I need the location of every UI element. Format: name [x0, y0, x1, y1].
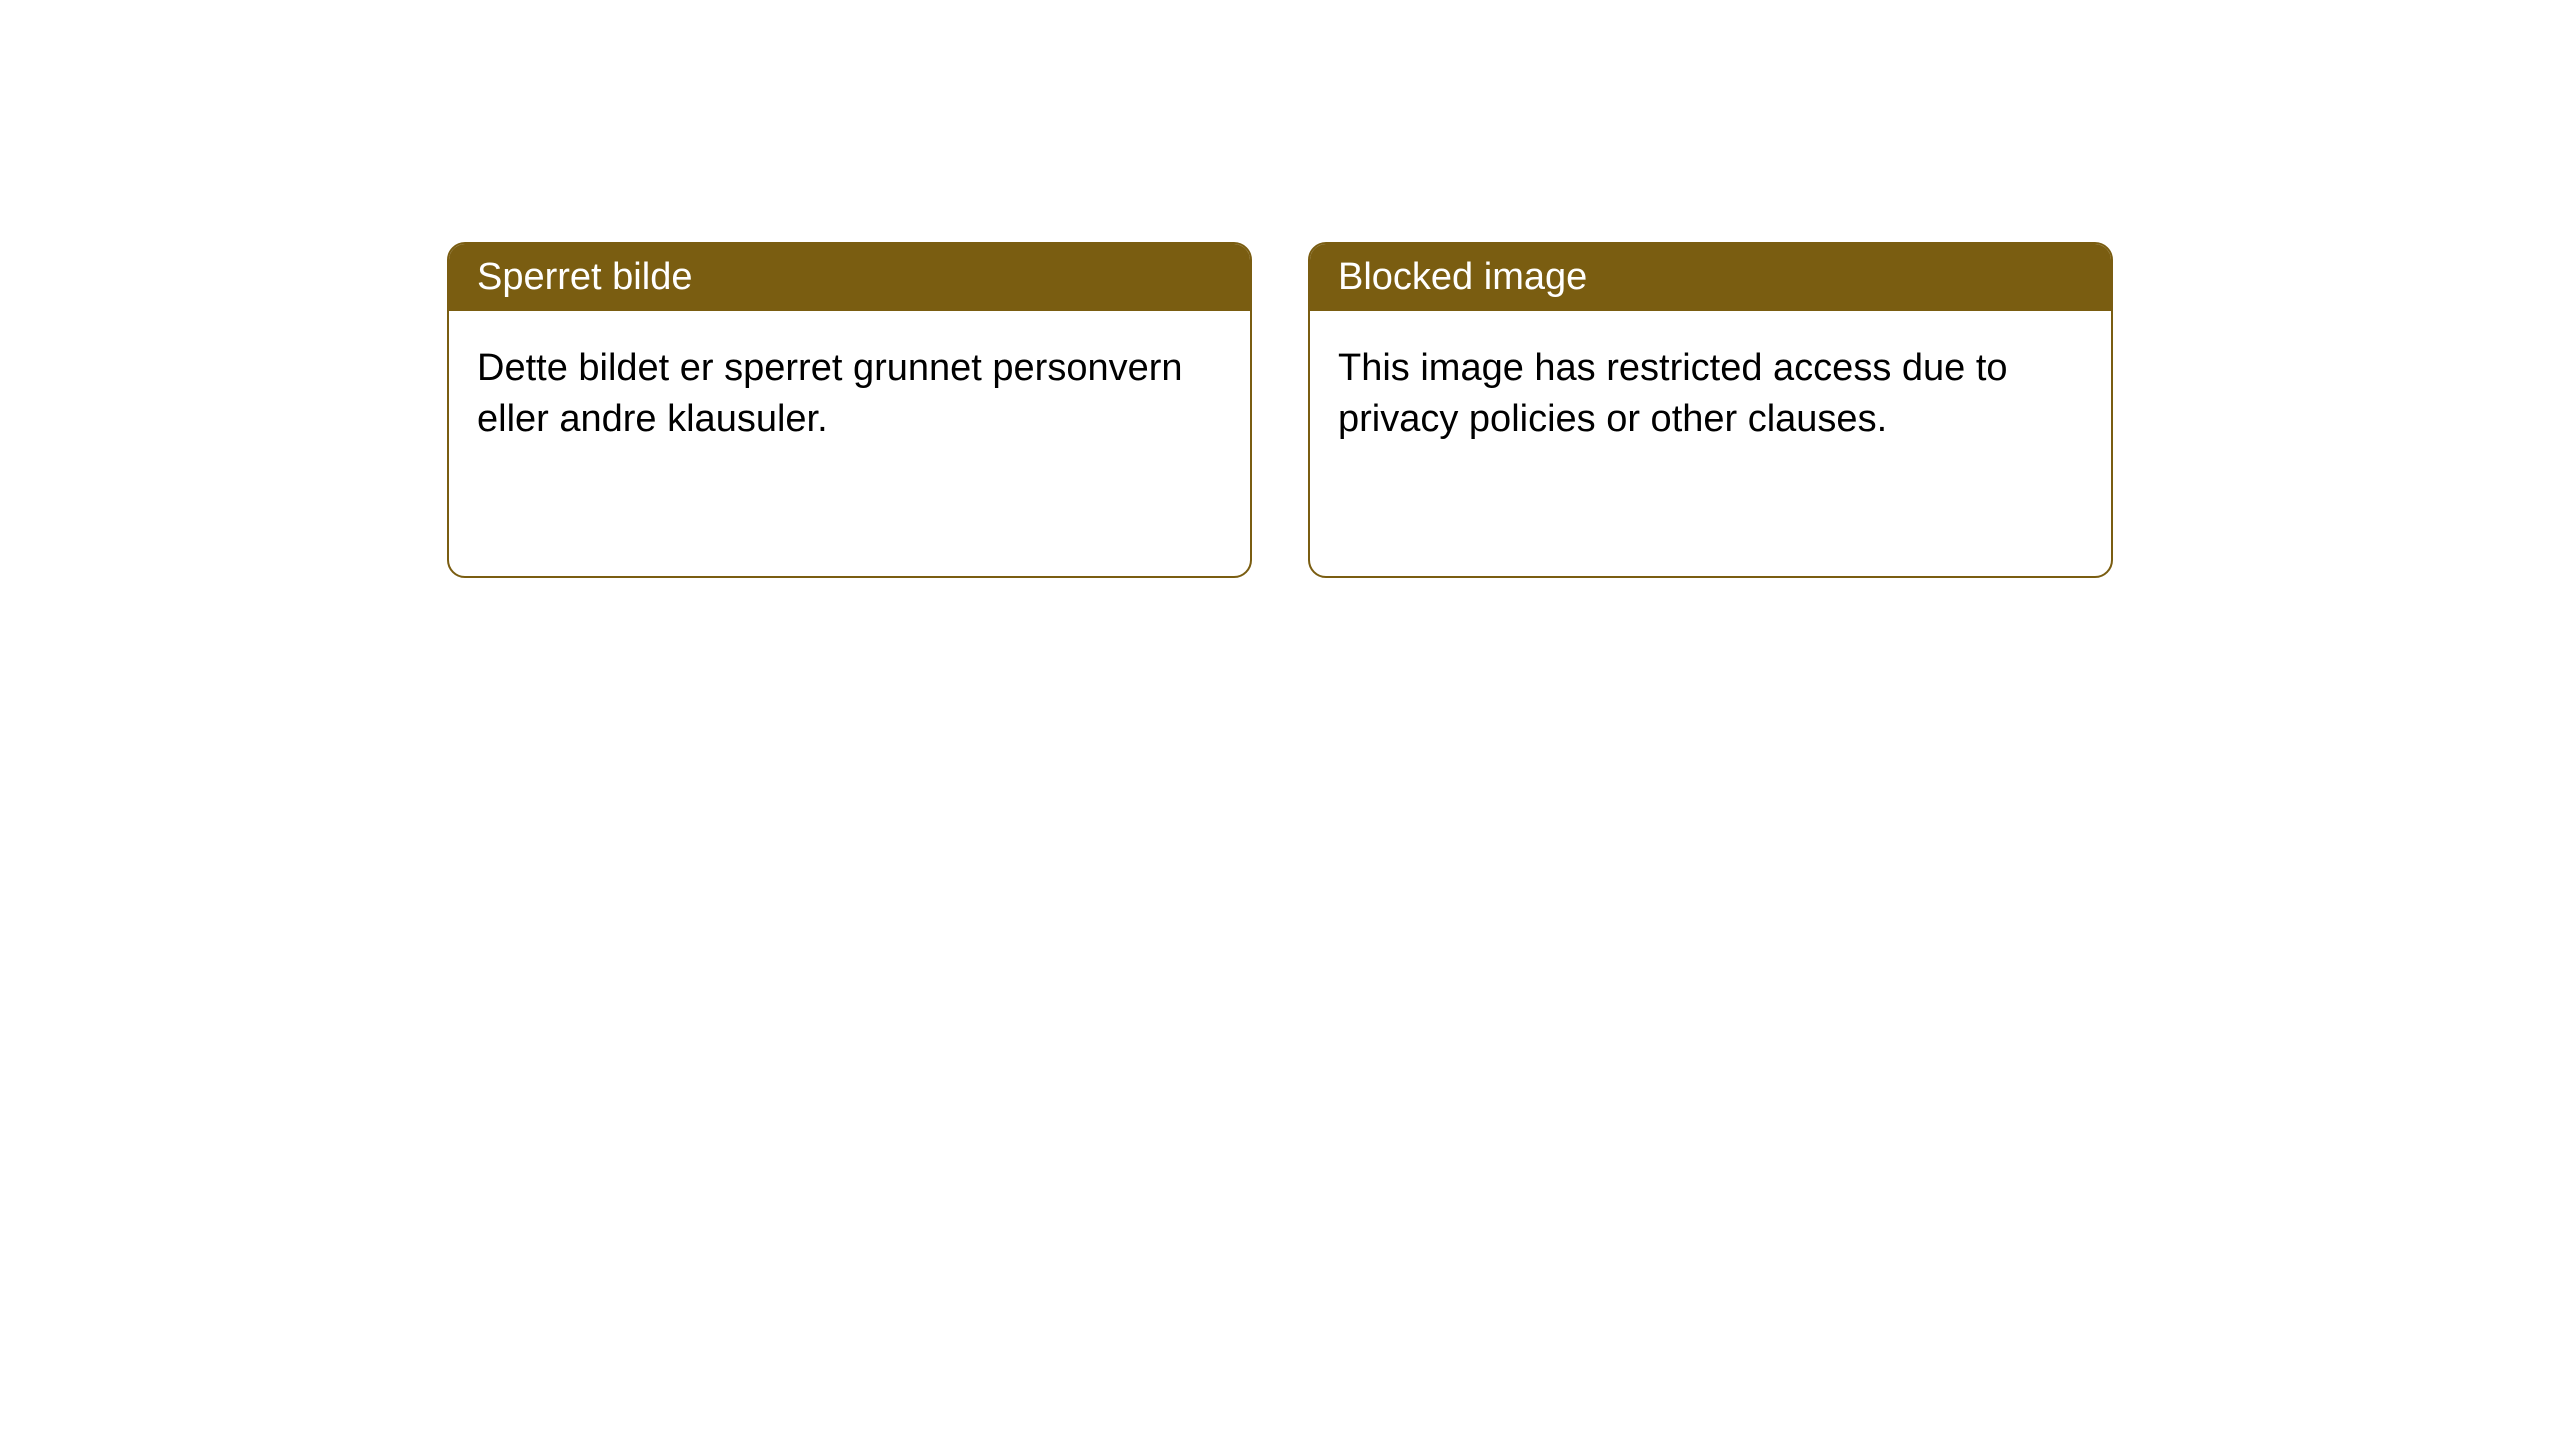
- notice-box-english: Blocked image This image has restricted …: [1308, 242, 2113, 578]
- notice-title: Sperret bilde: [477, 256, 692, 298]
- notice-body-text: Dette bildet er sperret grunnet personve…: [477, 347, 1183, 440]
- notice-body-text: This image has restricted access due to …: [1338, 347, 2008, 440]
- notice-header: Sperret bilde: [449, 244, 1250, 311]
- notice-body: This image has restricted access due to …: [1310, 311, 2111, 478]
- notice-container: Sperret bilde Dette bildet er sperret gr…: [0, 0, 2560, 578]
- notice-title: Blocked image: [1338, 256, 1587, 298]
- notice-box-norwegian: Sperret bilde Dette bildet er sperret gr…: [447, 242, 1252, 578]
- notice-body: Dette bildet er sperret grunnet personve…: [449, 311, 1250, 478]
- notice-header: Blocked image: [1310, 244, 2111, 311]
